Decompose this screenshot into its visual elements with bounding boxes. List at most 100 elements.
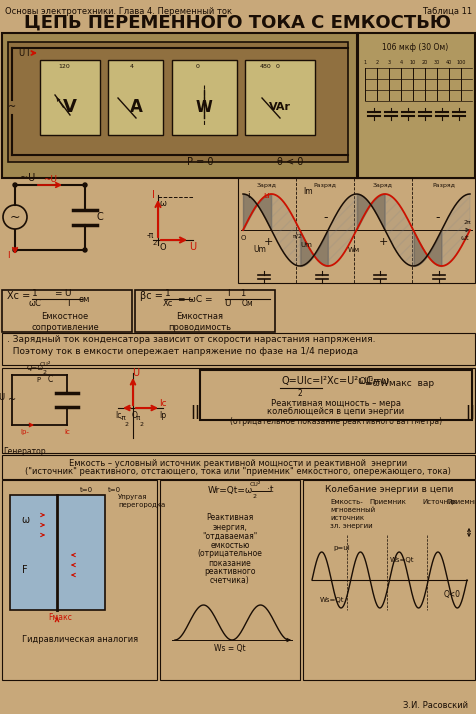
Text: I: I xyxy=(7,251,10,259)
Bar xyxy=(2,333,474,365)
Text: ω: ω xyxy=(159,198,166,208)
Text: 1: 1 xyxy=(240,289,245,298)
Text: t=0: t=0 xyxy=(108,487,121,493)
Text: реактивного: реактивного xyxy=(204,568,255,576)
Text: (отрицательное: (отрицательное xyxy=(197,550,262,558)
Text: источник: источник xyxy=(329,515,363,521)
Text: O: O xyxy=(159,243,166,251)
Text: Q=UIc=I²Xc=U²ωC=ω: Q=UIc=I²Xc=U²ωC=ω xyxy=(281,376,389,386)
Text: З.И. Расовский: З.И. Расовский xyxy=(402,701,467,710)
Text: ωt: ωt xyxy=(460,235,468,241)
Text: 0: 0 xyxy=(276,64,279,69)
Text: ("источник" реактивного, отстающего, тока или "приемник" емкостного, опережающег: ("источник" реактивного, отстающего, ток… xyxy=(25,468,450,476)
Text: зл. энергии: зл. энергии xyxy=(329,523,372,529)
Text: 2: 2 xyxy=(375,59,378,64)
Bar xyxy=(302,480,474,680)
Text: 2: 2 xyxy=(297,388,302,398)
Text: "отдаваемая": "отдаваемая" xyxy=(202,531,257,540)
Text: t=0: t=0 xyxy=(80,487,93,493)
Text: Заряд: Заряд xyxy=(372,183,392,188)
Bar xyxy=(2,290,132,332)
Bar xyxy=(2,455,474,479)
Text: ЦЕПЬ ПЕРЕМЕННОГО ТОКА С ЕМКОСТЬЮ: ЦЕПЬ ПЕРЕМЕННОГО ТОКА С ЕМКОСТЬЮ xyxy=(24,14,451,32)
Text: перегородка: перегородка xyxy=(118,502,165,508)
Text: 2: 2 xyxy=(43,371,47,376)
Text: ~: ~ xyxy=(8,102,16,112)
Bar xyxy=(108,60,163,135)
Circle shape xyxy=(45,80,95,130)
Text: Разряд: Разряд xyxy=(431,183,454,188)
Bar xyxy=(357,33,474,178)
Text: Ws = Qt: Ws = Qt xyxy=(214,643,245,653)
Text: Wr=Qt=ω: Wr=Qt=ω xyxy=(207,486,252,495)
Text: π/2: π/2 xyxy=(292,233,302,238)
Text: 30: 30 xyxy=(433,59,439,64)
Text: P: P xyxy=(36,377,40,383)
Text: I: I xyxy=(26,49,29,58)
Text: ~U: ~U xyxy=(20,173,35,183)
Text: Ws=Qt: Ws=Qt xyxy=(389,557,413,563)
Text: ||: || xyxy=(189,405,199,419)
Circle shape xyxy=(3,391,21,409)
Bar xyxy=(172,60,237,135)
Circle shape xyxy=(114,83,158,127)
Text: p=ui: p=ui xyxy=(333,545,350,551)
Text: Q=ω: Q=ω xyxy=(27,365,44,371)
Text: I: I xyxy=(67,299,69,308)
Bar xyxy=(159,480,299,680)
Text: A: A xyxy=(129,98,142,116)
Circle shape xyxy=(3,205,27,229)
Text: -: - xyxy=(323,211,327,224)
Text: ωC: ωC xyxy=(29,298,41,308)
Text: 4: 4 xyxy=(398,59,402,64)
Text: V: V xyxy=(63,98,77,116)
Text: 0: 0 xyxy=(196,64,199,69)
Text: Поэтому ток в емкости опережает напряжение по фазе на 1/4 периода: Поэтому ток в емкости опережает напряжен… xyxy=(7,346,357,356)
Text: C: C xyxy=(47,376,52,385)
Bar xyxy=(135,290,275,332)
Text: F: F xyxy=(22,565,28,575)
Text: 100: 100 xyxy=(456,59,465,64)
Text: 1: 1 xyxy=(32,289,38,298)
Text: энергия,: энергия, xyxy=(212,523,247,531)
Text: -π: -π xyxy=(146,231,153,239)
Text: ~U: ~U xyxy=(43,174,57,183)
Text: W: W xyxy=(195,99,212,114)
Text: Приемник: Приемник xyxy=(446,499,476,505)
Text: 10: 10 xyxy=(409,59,415,64)
Circle shape xyxy=(255,80,304,130)
Text: показание: показание xyxy=(208,558,251,568)
Text: 120: 120 xyxy=(58,64,69,69)
Text: Um: Um xyxy=(299,242,311,248)
Text: Емкость-: Емкость- xyxy=(329,499,362,505)
Text: ω: ω xyxy=(21,515,29,525)
Text: Ip: Ip xyxy=(159,411,166,420)
Bar xyxy=(245,60,314,135)
Text: мгновенный: мгновенный xyxy=(329,507,374,513)
Text: O: O xyxy=(132,411,138,420)
Circle shape xyxy=(83,183,87,187)
Text: θ < 0: θ < 0 xyxy=(276,157,303,167)
Text: U: U xyxy=(18,49,24,58)
Text: CU²: CU² xyxy=(39,361,50,366)
Text: -π: -π xyxy=(119,415,126,421)
Text: (отрицательное показание реактивного ваттметра): (отрицательное показание реактивного ват… xyxy=(229,416,441,426)
Text: Таблица 11: Таблица 11 xyxy=(421,7,471,16)
Circle shape xyxy=(180,82,227,128)
Text: Im: Im xyxy=(303,188,312,196)
Text: Колебание энергии в цепи: Колебание энергии в цепи xyxy=(324,486,452,495)
Text: 2: 2 xyxy=(140,423,144,428)
Text: =: = xyxy=(54,289,61,298)
Text: βc =: βc = xyxy=(140,291,162,301)
Text: 2: 2 xyxy=(125,423,129,428)
Text: 3: 3 xyxy=(387,59,390,64)
Text: u: u xyxy=(263,191,268,199)
Text: CU²: CU² xyxy=(249,481,260,486)
Text: O: O xyxy=(240,235,245,241)
Text: Реактивная: Реактивная xyxy=(206,513,253,523)
Text: Xc =: Xc = xyxy=(7,291,30,301)
Circle shape xyxy=(83,248,87,252)
Text: VAr: VAr xyxy=(268,102,290,112)
Text: Q<0: Q<0 xyxy=(443,590,459,600)
Circle shape xyxy=(4,99,20,115)
